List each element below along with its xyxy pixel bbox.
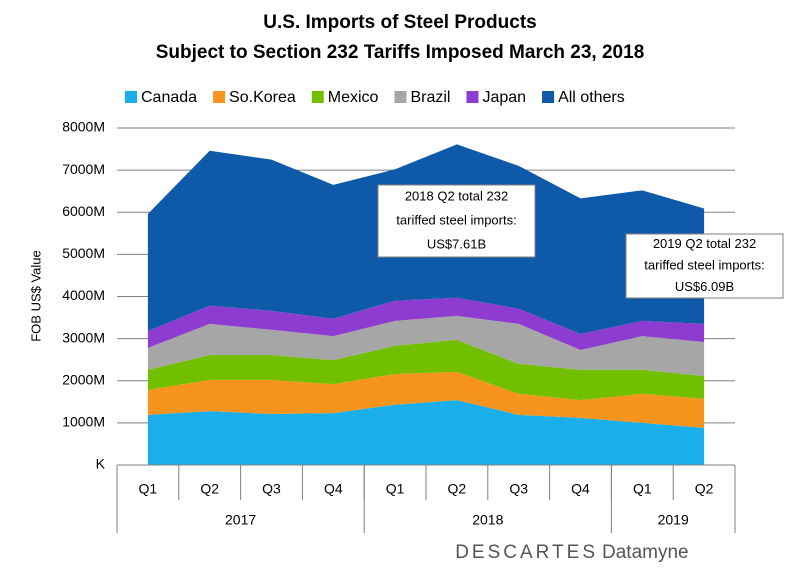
legend-swatch xyxy=(466,91,479,103)
logo-product: Datamyne xyxy=(602,542,689,563)
annotation-box xyxy=(625,233,784,299)
legend-label: All others xyxy=(558,89,625,106)
annotation-text: tariffed steel imports: xyxy=(644,257,764,272)
x-tick-label: Q2 xyxy=(448,481,467,497)
legend-label: So.Korea xyxy=(229,89,296,106)
x-tick-label: Q3 xyxy=(262,481,281,497)
annotation-text: 2018 Q2 total 232 xyxy=(405,188,508,203)
x-tick-label: Q4 xyxy=(324,481,343,497)
x-tick-label: Q4 xyxy=(571,481,590,497)
legend-label: Japan xyxy=(482,89,526,106)
chart-subtitle: Subject to Section 232 Tariffs Imposed M… xyxy=(156,42,645,63)
y-tick-label: 6000M xyxy=(62,203,105,219)
area xyxy=(147,400,705,465)
legend-swatch xyxy=(542,91,555,103)
area xyxy=(147,339,705,401)
y-tick-label: 8000M xyxy=(62,119,105,135)
legend-swatch xyxy=(213,91,226,103)
legend-swatch xyxy=(311,91,324,103)
x-tick-label: Q1 xyxy=(139,481,158,497)
annotation-text: US$6.09B xyxy=(675,279,734,294)
x-tick-label: Q2 xyxy=(200,481,219,497)
legend-swatch xyxy=(125,91,137,103)
x-tick-label: Q3 xyxy=(509,481,528,497)
legend-label: Canada xyxy=(141,89,197,106)
y-tick-label: K xyxy=(96,456,106,472)
x-tick-label: Q1 xyxy=(633,481,652,497)
area xyxy=(147,315,705,377)
y-tick-label: 3000M xyxy=(62,329,105,345)
x-group-label: 2018 xyxy=(472,512,503,528)
x-tick-label: Q2 xyxy=(695,481,714,497)
y-axis-label: FOB US$ Value xyxy=(28,250,43,342)
logo-brand: DESCARTES xyxy=(455,542,598,563)
annotation-box xyxy=(377,184,536,258)
area xyxy=(147,371,705,428)
legend-label: Mexico xyxy=(328,89,379,106)
legend-label: Brazil xyxy=(410,89,450,106)
chart-title: U.S. Imports of Steel Products xyxy=(263,12,536,33)
y-tick-label: 1000M xyxy=(62,414,105,430)
x-tick-label: Q1 xyxy=(386,481,405,497)
annotation-text: US$7.61B xyxy=(427,236,486,251)
area xyxy=(147,297,705,350)
annotation-text: tariffed steel imports: xyxy=(396,212,516,227)
legend-swatch xyxy=(394,91,407,103)
y-tick-label: 5000M xyxy=(62,245,105,261)
y-tick-label: 2000M xyxy=(62,371,105,387)
y-tick-label: 4000M xyxy=(62,287,105,303)
x-group-label: 2017 xyxy=(225,512,256,528)
x-group-label: 2019 xyxy=(658,512,689,528)
y-tick-label: 7000M xyxy=(62,161,105,177)
annotation-text: 2019 Q2 total 232 xyxy=(653,236,756,251)
